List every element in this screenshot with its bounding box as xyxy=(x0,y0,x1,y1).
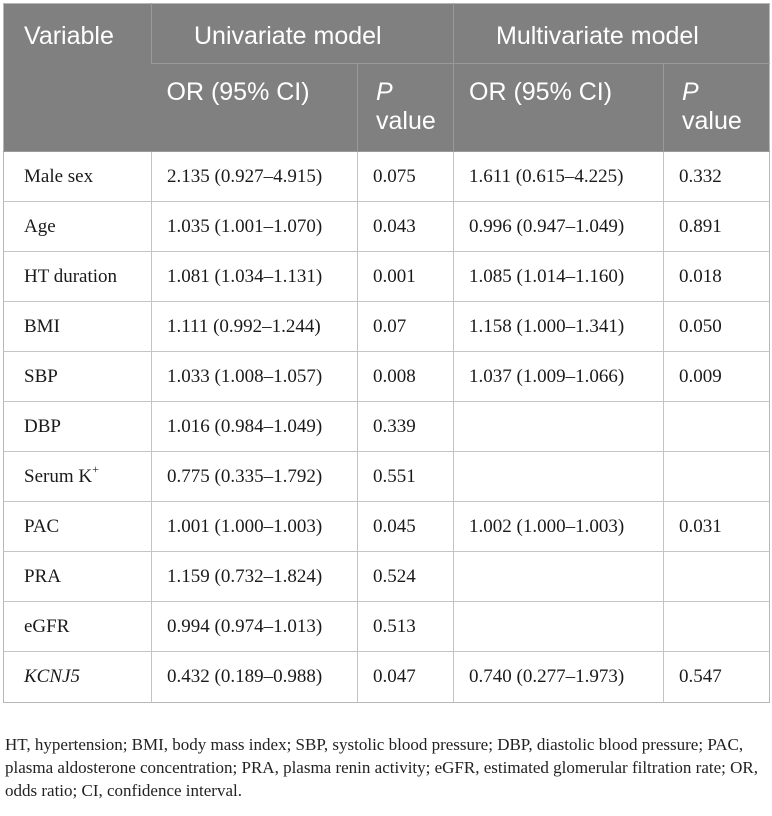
cell-uni-p-value: 0.551 xyxy=(357,451,454,502)
variable-name: Male sex xyxy=(24,165,94,187)
cell-uni-or-ci: 1.159 (0.732–1.824) xyxy=(151,551,358,602)
cell-multi-or-ci: 1.085 (1.014–1.160) xyxy=(453,251,664,302)
cell-variable: eGFR xyxy=(3,601,152,652)
table-row: PAC 1.001 (1.000–1.003) 0.045 1.002 (1.000–… xyxy=(3,501,770,552)
table-body: Male sex 2.135 (0.927–4.915) 0.075 1.611 (0… xyxy=(3,151,770,703)
cell-uni-or-ci: 1.035 (1.001–1.070) xyxy=(151,201,358,252)
variable-name: PRA xyxy=(24,565,61,587)
table-row: PRA 1.159 (0.732–1.824) 0.524 xyxy=(3,551,770,602)
cell-uni-p-value: 0.047 xyxy=(357,651,454,703)
cell-uni-or-ci: 2.135 (0.927–4.915) xyxy=(151,151,358,202)
header-uni-or-ci: OR (95% CI) xyxy=(151,63,358,152)
cell-variable: PRA xyxy=(3,551,152,602)
cell-uni-p-value: 0.045 xyxy=(357,501,454,552)
header-multi-p-letter: P xyxy=(682,78,699,106)
variable-name: eGFR xyxy=(24,615,70,637)
cell-multi-p-value: 0.018 xyxy=(662,251,770,302)
table-footnote: HT, hypertension; BMI, body mass index; … xyxy=(5,735,758,800)
cell-uni-or-ci: 1.111 (0.992–1.244) xyxy=(151,301,358,352)
variable-name: SBP xyxy=(24,365,58,387)
header-uni-value-word: value xyxy=(376,107,436,135)
cell-multi-p-value: 0.031 xyxy=(662,501,770,552)
cell-uni-p-value: 0.339 xyxy=(357,401,454,452)
cell-multi-or-ci: 1.158 (1.000–1.341) xyxy=(453,301,664,352)
cell-multi-p-value xyxy=(662,401,770,452)
header-variable: Variable xyxy=(3,3,152,152)
table-row: eGFR 0.994 (0.974–1.013) 0.513 xyxy=(3,601,770,652)
table-row: Male sex 2.135 (0.927–4.915) 0.075 1.611 (0… xyxy=(3,151,770,202)
table-row: Age 1.035 (1.001–1.070) 0.043 0.996 (0.947–… xyxy=(3,201,770,252)
cell-multi-p-value: 0.891 xyxy=(662,201,770,252)
cell-multi-or-ci xyxy=(453,601,664,652)
header-uni-p-letter: P xyxy=(376,78,393,106)
cell-multi-p-value: 0.332 xyxy=(662,151,770,202)
variable-name: PAC xyxy=(24,515,60,537)
cell-uni-or-ci: 1.081 (1.034–1.131) xyxy=(151,251,358,302)
variable-name: Serum K xyxy=(24,465,93,487)
cell-uni-or-ci: 0.994 (0.974–1.013) xyxy=(151,601,358,652)
cell-variable: BMI xyxy=(3,301,152,352)
cell-multi-or-ci xyxy=(453,551,664,602)
table-row: DBP 1.016 (0.984–1.049) 0.339 xyxy=(3,401,770,452)
cell-uni-p-value: 0.001 xyxy=(357,251,454,302)
cell-variable: Male sex xyxy=(3,151,152,202)
cell-multi-or-ci xyxy=(453,451,664,502)
cell-uni-or-ci: 0.775 (0.335–1.792) xyxy=(151,451,358,502)
header-multivariate-model: Multivariate model xyxy=(452,3,770,64)
variable-superscript: + xyxy=(92,462,99,477)
cell-variable: DBP xyxy=(3,401,152,452)
table-header: Variable Univariate model Multivariate m… xyxy=(3,3,770,152)
variable-name: KCNJ5 xyxy=(24,666,80,687)
cell-uni-p-value: 0.008 xyxy=(357,351,454,402)
cell-multi-p-value xyxy=(662,451,770,502)
cell-variable: Age xyxy=(3,201,152,252)
header-multi-or-ci: OR (95% CI) xyxy=(453,63,664,152)
cell-multi-p-value: 0.050 xyxy=(662,301,770,352)
cell-variable: HT duration xyxy=(3,251,152,302)
table-row: SBP 1.033 (1.008–1.057) 0.008 1.037 (1.009–… xyxy=(3,351,770,402)
cell-multi-p-value: 0.547 xyxy=(662,651,770,703)
cell-multi-or-ci: 1.037 (1.009–1.066) xyxy=(453,351,664,402)
variable-name: DBP xyxy=(24,415,61,437)
cell-multi-or-ci: 0.740 (0.277–1.973) xyxy=(453,651,664,703)
header-multi-value-word: value xyxy=(682,107,742,135)
cell-multi-or-ci: 1.002 (1.000–1.003) xyxy=(453,501,664,552)
cell-multi-or-ci xyxy=(453,401,664,452)
cell-multi-p-value xyxy=(662,601,770,652)
cell-uni-p-value: 0.075 xyxy=(357,151,454,202)
cell-variable: SBP xyxy=(3,351,152,402)
cell-uni-or-ci: 1.033 (1.008–1.057) xyxy=(151,351,358,402)
cell-uni-or-ci: 0.432 (0.189–0.988) xyxy=(151,651,358,703)
variable-name: HT duration xyxy=(24,265,118,287)
cell-uni-or-ci: 1.016 (0.984–1.049) xyxy=(151,401,358,452)
cell-uni-p-value: 0.513 xyxy=(357,601,454,652)
table-row: BMI 1.111 (0.992–1.244) 0.07 1.158 (1.000–1… xyxy=(3,301,770,352)
variable-name: Age xyxy=(24,215,56,237)
table-row: Serum K+ 0.775 (0.335–1.792) 0.551 xyxy=(3,451,770,502)
cell-variable: Serum K+ xyxy=(3,451,152,502)
cell-multi-or-ci: 0.996 (0.947–1.049) xyxy=(453,201,664,252)
cell-uni-or-ci: 1.001 (1.000–1.003) xyxy=(151,501,358,552)
header-univariate-model: Univariate model xyxy=(151,3,454,64)
regression-table: Variable Univariate model Multivariate m… xyxy=(3,3,771,703)
cell-multi-or-ci: 1.611 (0.615–4.225) xyxy=(453,151,664,202)
cell-uni-p-value: 0.043 xyxy=(357,201,454,252)
header-row-groups: Variable Univariate model Multivariate m… xyxy=(3,3,770,152)
cell-multi-p-value xyxy=(662,551,770,602)
cell-variable: KCNJ5 xyxy=(3,651,152,703)
variable-name: BMI xyxy=(24,315,60,337)
table-row: KCNJ5 0.432 (0.189–0.988) 0.047 0.740 (0.27… xyxy=(3,651,770,703)
cell-variable: PAC xyxy=(3,501,152,552)
cell-multi-p-value: 0.009 xyxy=(662,351,770,402)
cell-uni-p-value: 0.524 xyxy=(357,551,454,602)
table-row: HT duration 1.081 (1.034–1.131) 0.001 1.085… xyxy=(3,251,770,302)
cell-uni-p-value: 0.07 xyxy=(357,301,454,352)
